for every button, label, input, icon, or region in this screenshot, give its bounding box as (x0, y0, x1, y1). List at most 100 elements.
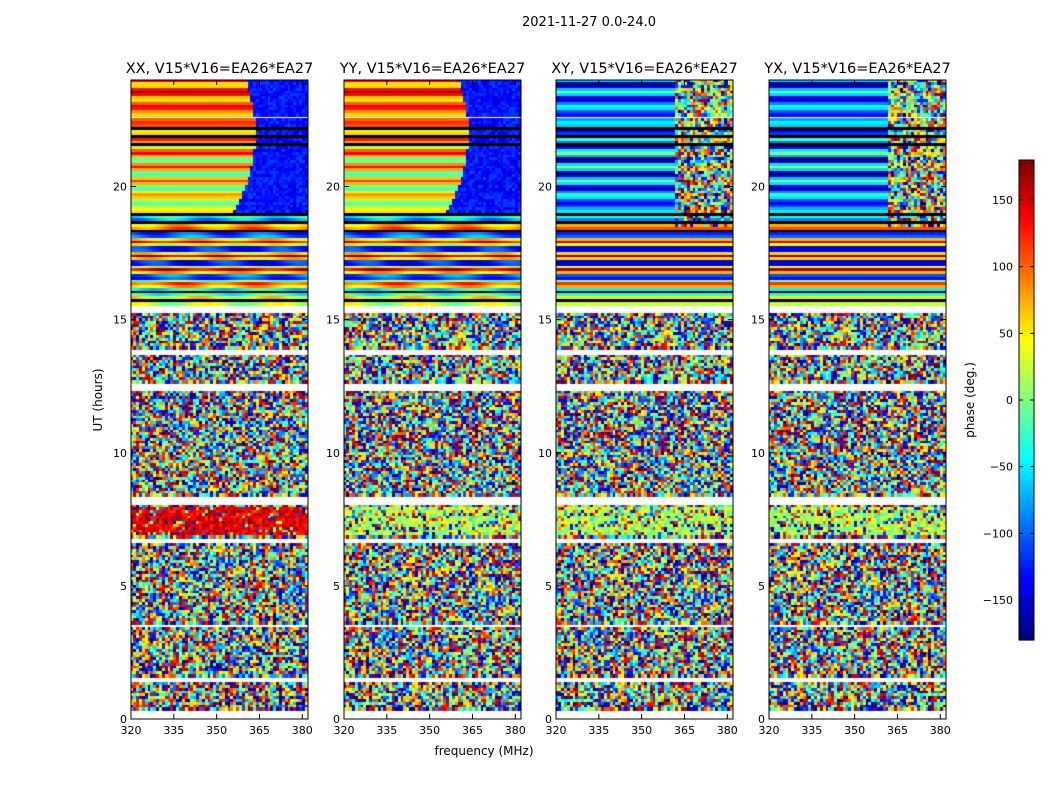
y-tick-label: 15 (538, 314, 552, 327)
colorbar-step (1019, 616, 1034, 621)
colorbar-step (1019, 624, 1034, 629)
colorbar-step (1019, 540, 1034, 545)
y-tick-label: 20 (113, 181, 127, 194)
colorbar-step (1019, 428, 1034, 433)
colorbar-step (1019, 432, 1034, 437)
x-tick-label: 350 (844, 724, 865, 737)
panel-title: XY, V15*V16=EA26*EA27 (551, 61, 737, 77)
colorbar-step (1019, 568, 1034, 573)
colorbar-step (1019, 268, 1034, 273)
x-tick-label: 350 (419, 724, 440, 737)
panel-frame (768, 79, 947, 720)
colorbar-step (1019, 260, 1034, 265)
colorbar-step (1019, 392, 1034, 397)
x-tick-label: 320 (334, 724, 355, 737)
phase-raster (769, 80, 946, 719)
panels: XX, V15*V16=EA26*EA27 320 335 350 365 380 0 5 10… (113, 61, 951, 737)
colorbar-step (1019, 164, 1034, 169)
colorbar-step (1019, 160, 1034, 165)
colorbar-step (1019, 604, 1034, 609)
colorbar-step (1019, 608, 1034, 613)
colorbar-step (1019, 476, 1034, 481)
colorbar-step (1019, 468, 1034, 473)
colorbar-step (1019, 168, 1034, 173)
panel-title: XX, V15*V16=EA26*EA27 (126, 61, 314, 77)
x-tick-label: 320 (759, 724, 780, 737)
colorbar-step (1019, 376, 1034, 381)
colorbar-step (1019, 420, 1034, 425)
x-tick-label: 365 (887, 724, 908, 737)
colorbar-step (1019, 324, 1034, 329)
colorbar-step (1019, 356, 1034, 361)
x-tick-label: 335 (801, 724, 822, 737)
colorbar-step (1019, 304, 1034, 309)
y-tick-label: 5 (333, 580, 340, 593)
colorbar-step (1019, 436, 1034, 441)
x-tick-label: 365 (249, 724, 270, 737)
colorbar-step (1019, 396, 1034, 401)
colorbar-tick-label: 50 (999, 327, 1013, 340)
x-tick-label: 380 (505, 724, 526, 737)
y-tick-label: 5 (545, 580, 552, 593)
y-tick-label: 15 (326, 314, 340, 327)
colorbar-step (1019, 344, 1034, 349)
y-tick-label: 5 (758, 580, 765, 593)
colorbar-step (1019, 532, 1034, 537)
colorbar-step (1019, 244, 1034, 249)
x-tick-label: 335 (163, 724, 184, 737)
colorbar-step (1019, 400, 1034, 405)
colorbar-step (1019, 172, 1034, 177)
colorbar-step (1019, 548, 1034, 553)
colorbar-step (1019, 564, 1034, 569)
colorbar-step (1019, 308, 1034, 313)
colorbar-step (1019, 492, 1034, 497)
panel-title: YX, V15*V16=EA26*EA27 (763, 61, 950, 77)
colorbar-step (1019, 536, 1034, 541)
colorbar-step (1019, 316, 1034, 321)
colorbar-step (1019, 364, 1034, 369)
colorbar-step (1019, 496, 1034, 501)
colorbar-step (1019, 276, 1034, 281)
colorbar-step (1019, 528, 1034, 533)
colorbar-step (1019, 240, 1034, 245)
y-tick-label: 0 (545, 713, 552, 726)
x-tick-label: 380 (930, 724, 951, 737)
colorbar-step (1019, 280, 1034, 285)
y-tick-label: 10 (326, 447, 340, 460)
colorbar-step (1019, 388, 1034, 393)
colorbar-step (1019, 200, 1034, 205)
colorbar-step (1019, 460, 1034, 465)
colorbar-step (1019, 488, 1034, 493)
colorbar-step (1019, 508, 1034, 513)
panel-frame (343, 79, 522, 720)
colorbar-step (1019, 580, 1034, 585)
panel-4: YX, V15*V16=EA26*EA27 320 335 350 365 380 0 5 10… (751, 61, 951, 737)
colorbar-step (1019, 348, 1034, 353)
colorbar-step (1019, 552, 1034, 557)
colorbar-step (1019, 384, 1034, 389)
colorbar-step (1019, 612, 1034, 617)
colorbar-step (1019, 408, 1034, 413)
y-tick-label: 10 (538, 447, 552, 460)
colorbar-step (1019, 372, 1034, 377)
colorbar-step (1019, 188, 1034, 193)
colorbar-step (1019, 440, 1034, 445)
colorbar-step (1019, 448, 1034, 453)
colorbar-step (1019, 556, 1034, 561)
y-tick-label: 0 (758, 713, 765, 726)
y-axis-label: UT (hours) (91, 368, 105, 431)
colorbar-step (1019, 336, 1034, 341)
panel-3: XY, V15*V16=EA26*EA27 320 335 350 365 380 0 5 10… (538, 61, 738, 737)
colorbar-step (1019, 464, 1034, 469)
colorbar-step (1019, 404, 1034, 409)
colorbar-step (1019, 500, 1034, 505)
x-tick-label: 335 (376, 724, 397, 737)
colorbar-step (1019, 456, 1034, 461)
colorbar-step (1019, 368, 1034, 373)
x-tick-label: 380 (292, 724, 313, 737)
colorbar-step (1019, 472, 1034, 477)
colorbar-step (1019, 208, 1034, 213)
x-tick-label: 350 (206, 724, 227, 737)
colorbar-step (1019, 184, 1034, 189)
colorbar-step (1019, 576, 1034, 581)
